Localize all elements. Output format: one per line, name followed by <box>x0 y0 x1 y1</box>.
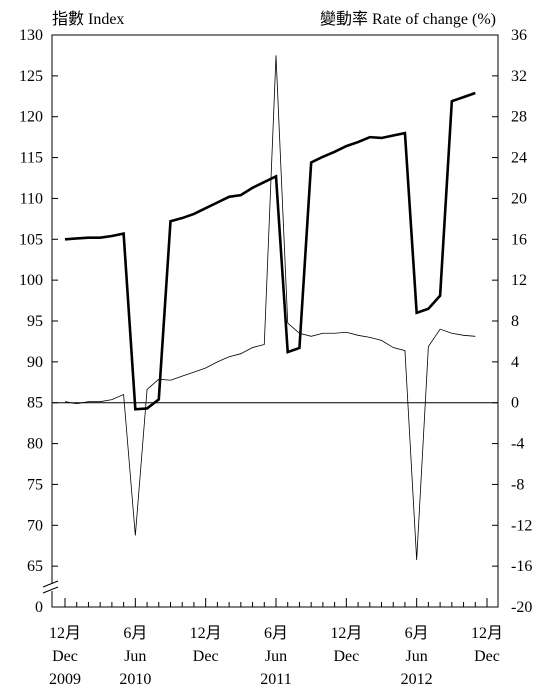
left-tick-label: 100 <box>19 272 43 289</box>
right-tick-label: 20 <box>511 190 527 207</box>
left-tick-label: 125 <box>19 68 43 85</box>
x-label-en: Jun <box>265 648 287 665</box>
right-tick-label: 8 <box>511 313 519 330</box>
x-label-en: Dec <box>193 648 219 665</box>
left-tick-label: 70 <box>27 517 43 534</box>
x-label-month: 6月 <box>405 625 429 642</box>
x-label-year: 2010 <box>119 671 151 688</box>
x-label-year: 2012 <box>401 671 433 688</box>
index-series-line <box>64 91 476 411</box>
right-tick-label: -16 <box>511 558 532 575</box>
right-axis-title: 變動率 Rate of change (%) <box>320 10 496 28</box>
x-label-month: 12月 <box>471 625 503 642</box>
left-tick-label: 80 <box>27 436 43 453</box>
right-tick-label: 12 <box>511 272 527 289</box>
right-tick-label: -8 <box>511 476 524 493</box>
x-label-year: 2011 <box>260 671 291 688</box>
x-label-month: 12月 <box>330 625 362 642</box>
x-label-en: Jun <box>406 648 428 665</box>
left-tick-label: 115 <box>20 150 43 167</box>
left-tick-label: 85 <box>27 395 43 412</box>
x-label-year: 2009 <box>49 671 81 688</box>
x-label-en: Dec <box>52 648 78 665</box>
rate-of-change-series-line <box>64 55 476 561</box>
right-tick-label: 36 <box>511 27 527 44</box>
x-label-month: 12月 <box>49 625 81 642</box>
x-label-month: 12月 <box>190 625 222 642</box>
left-tick-label: 75 <box>27 476 43 493</box>
right-tick-label: -12 <box>511 517 532 534</box>
left-tick-label: 90 <box>27 354 43 371</box>
left-axis-ticks: 130 125 120 115 110 105 100 95 90 85 80 75 70 65 0 <box>19 27 58 616</box>
plot-frame <box>51 34 499 608</box>
right-tick-label: 28 <box>511 109 527 126</box>
left-tick-label: 105 <box>19 231 43 248</box>
right-axis-ticks: 36 32 28 24 20 16 12 8 4 0 -4 -8 -12 -16 -20 <box>492 27 532 616</box>
x-label-en: Jun <box>124 648 146 665</box>
right-tick-label: 24 <box>511 150 527 167</box>
right-tick-label: 16 <box>511 231 527 248</box>
left-tick-label: 110 <box>20 190 43 207</box>
right-tick-label: -20 <box>511 599 532 616</box>
right-tick-label: 4 <box>511 354 519 371</box>
left-tick-label: 65 <box>27 558 43 575</box>
left-tick-label: 130 <box>19 27 43 44</box>
right-tick-label: 32 <box>511 68 527 85</box>
left-tick-label: 95 <box>27 313 43 330</box>
left-axis-title: 指數 Index <box>52 10 124 28</box>
x-label-en: Dec <box>333 648 359 665</box>
x-axis: 12月 Dec 2009 6月 Jun 2010 12月 Dec 6月 Jun 2011 12月 Dec… <box>49 598 503 688</box>
x-label-en: Dec <box>474 648 500 665</box>
right-tick-label: 0 <box>511 395 519 412</box>
x-label-month: 6月 <box>264 625 288 642</box>
right-tick-label: -4 <box>511 436 524 453</box>
left-tick-label: 120 <box>19 109 43 126</box>
x-label-month: 6月 <box>123 625 147 642</box>
left-tick-label: 0 <box>35 599 43 616</box>
axis-break <box>42 580 59 594</box>
